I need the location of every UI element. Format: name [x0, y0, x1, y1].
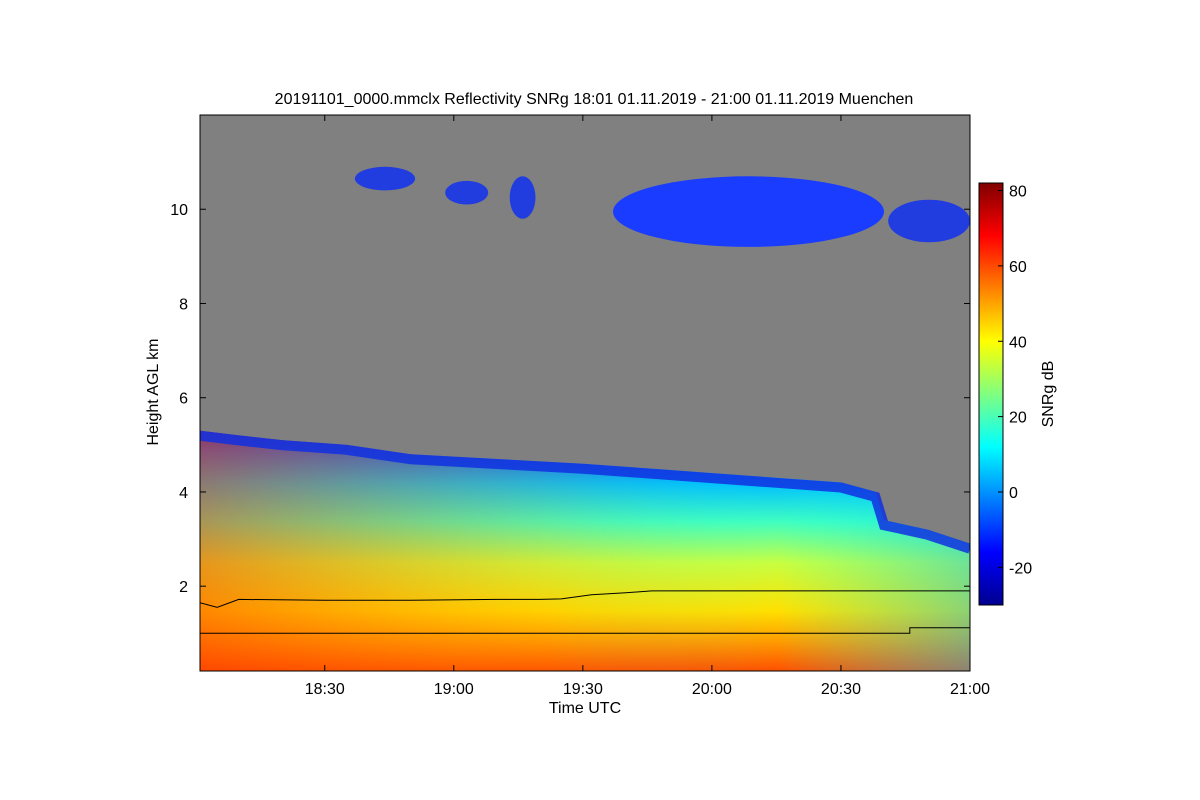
colorbar-tick-label: 60: [1009, 259, 1027, 276]
y-tick-label: 8: [179, 296, 188, 313]
colorbar-tick-label: 0: [1009, 485, 1018, 502]
x-tick-label: 18:30: [305, 681, 345, 698]
plot-frame: [199, 114, 971, 672]
colorbar-tick-label: 20: [1009, 410, 1027, 427]
colorbar-tick-label: 40: [1009, 334, 1027, 351]
upper-cloud-patch: [445, 180, 489, 205]
chart-title: 20191101_0000.mmclx Reflectivity SNRg 18…: [275, 91, 914, 108]
upper-cloud-layer: [354, 166, 970, 247]
colorbar-label: SNRg dB: [1040, 361, 1057, 428]
x-axis: 18:30 19:00 19:30 20:00 20:30 21:00: [305, 115, 990, 698]
colorbar-gradient: [978, 182, 1004, 606]
x-axis-label: Time UTC: [549, 700, 621, 717]
x-tick-label: 19:30: [563, 681, 603, 698]
y-tick-label: 10: [170, 202, 188, 219]
y-axis-label: Height AGL km: [145, 338, 162, 445]
plot-area: [200, 115, 970, 671]
y-tick-label: 4: [179, 485, 188, 502]
x-tick-label: 21:00: [950, 681, 990, 698]
lower-cloud-tint: [200, 430, 970, 671]
colorbar-ticks: -20 0 20 40 60 80: [998, 184, 1032, 577]
colorbar-tick-label: 80: [1009, 184, 1027, 201]
y-axis: 2 4 6 8 10: [170, 202, 970, 596]
y-tick-label: 6: [179, 391, 188, 408]
y-tick-label: 2: [179, 579, 188, 596]
x-tick-label: 19:00: [434, 681, 474, 698]
x-tick-label: 20:00: [692, 681, 732, 698]
line-series: [200, 590, 970, 608]
line-series-group: [200, 590, 970, 634]
colorbar-tick-label: -20: [1009, 560, 1032, 577]
upper-cloud-patch: [888, 199, 970, 243]
upper-cloud-patch: [509, 176, 536, 219]
line-series: [200, 627, 970, 634]
x-tick-label: 20:30: [821, 681, 861, 698]
colorbar: -20 0 20 40 60 80 SNRg dB: [978, 182, 1057, 606]
upper-cloud-patch: [354, 166, 416, 191]
lower-cloud-top-edge: [200, 430, 970, 554]
upper-cloud-patch: [613, 176, 884, 247]
